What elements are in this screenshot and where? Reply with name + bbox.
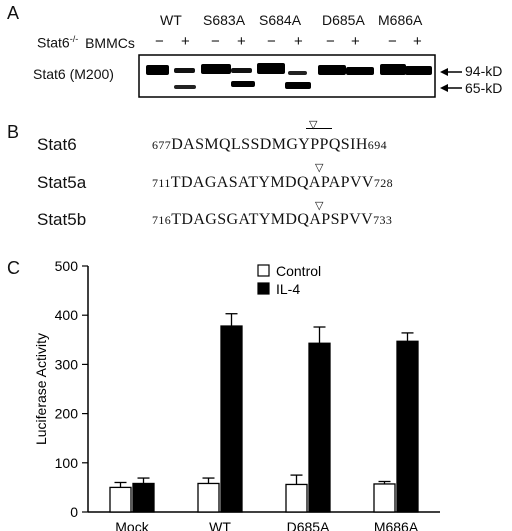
sign-s683a-minus: −	[211, 33, 220, 50]
seq-residues-stat5b: TDAGSGATYMDQAPSPVV	[171, 211, 374, 228]
legend-swatch-il-4	[257, 282, 270, 295]
seq-end-stat5b: 733	[373, 213, 393, 227]
legend-label-control: Control	[276, 263, 321, 279]
blot-band-94-lane3	[201, 64, 231, 74]
x-tick-label-mock: Mock	[115, 519, 149, 531]
marker-65kd: 65-kD	[465, 80, 503, 96]
sign-s684a-plus: +	[294, 33, 303, 50]
seq-stat5b: 716TDAGSGATYMDQAPSPVV733	[152, 211, 392, 229]
genotype-label-sup: -/-	[69, 34, 79, 44]
blot-row-label: Stat6 (M200)	[33, 66, 114, 82]
panel-b-letter: B	[7, 122, 20, 142]
seq-start-stat5b: 716	[152, 213, 172, 227]
sign-wt-plus: +	[181, 33, 190, 50]
blot-band-65-lane4	[231, 81, 255, 87]
seq-start-stat6: 677	[152, 138, 172, 152]
blot-band-65-lane6	[285, 82, 311, 89]
bar-il-4-d685a	[308, 342, 331, 513]
luciferase-bar-chart: 0 100 200 300 400 500 Luciferase Activity Mock W…	[33, 258, 440, 531]
sign-s684a-minus: −	[267, 33, 276, 50]
stat5a-cleavage-marker: ▽	[315, 162, 324, 174]
lane-label-m686a: M686A	[378, 12, 423, 28]
marker-94kd: 94-kD	[465, 63, 503, 79]
sign-d685a-plus: +	[351, 33, 360, 50]
seq-name-stat5b: Stat5b	[37, 210, 87, 229]
y-tick-label-200: 200	[55, 406, 79, 422]
sign-wt-minus: −	[155, 33, 164, 50]
western-blot	[138, 54, 436, 98]
seq-stat6: 677DASMQLSSDMGYPPQSIH694	[152, 136, 387, 154]
bar-il-4-mock	[132, 482, 155, 513]
blot-frame	[138, 54, 436, 98]
blot-band-94-lane10	[405, 66, 432, 75]
bar-control-m686a	[373, 483, 396, 513]
y-tick-label-500: 500	[55, 258, 79, 274]
blot-band-94-lane2	[174, 68, 195, 73]
legend-label-il-4: IL-4	[276, 281, 300, 297]
x-tick-label-d685a: D685A	[287, 519, 330, 531]
legend-swatch-control	[257, 264, 270, 277]
blot-band-94-lane6	[288, 71, 307, 75]
y-tick-label-100: 100	[55, 455, 79, 471]
bar-control-wt	[197, 482, 220, 513]
marker-arrows	[440, 68, 462, 92]
seq-stat5a: 711TDAGASATYMDQAPAPVV728	[152, 174, 393, 192]
blot-band-94-lane1	[146, 65, 169, 75]
blot-band-94-lane8	[346, 67, 374, 75]
stat5b-cleavage-marker: ▽	[315, 200, 324, 212]
genotype-row-label: Stat6-/- BMMCs	[37, 34, 135, 51]
lane-label-wt: WT	[160, 12, 182, 28]
seq-residues-stat6: DASMQLSSDMGYPPQSIH	[171, 136, 368, 153]
genotype-label-main: Stat6	[37, 34, 70, 51]
lane-label-s684a: S684A	[259, 12, 302, 28]
lane-label-d685a: D685A	[322, 12, 365, 28]
blot-band-94-lane5	[257, 63, 285, 74]
x-tick-label-wt: WT	[209, 519, 231, 531]
bar-il-4-m686a	[396, 340, 419, 513]
blot-band-94-lane7	[318, 65, 346, 75]
panel-c-letter: C	[7, 258, 20, 278]
y-tick-label-400: 400	[55, 307, 79, 323]
y-axis-label: Luciferase Activity	[33, 333, 49, 445]
genotype-label-rest: BMMCs	[85, 34, 135, 51]
sign-m686a-plus: +	[413, 33, 422, 50]
stat6-overline	[306, 128, 332, 129]
lane-label-s683a: S683A	[203, 12, 246, 28]
sign-s683a-plus: +	[237, 33, 246, 50]
seq-start-stat5a: 711	[152, 176, 171, 190]
sign-d685a-minus: −	[326, 33, 335, 50]
sign-m686a-minus: −	[388, 33, 397, 50]
blot-band-65-lane2	[174, 85, 196, 89]
bar-il-4-wt	[220, 325, 243, 513]
bar-control-d685a	[285, 483, 308, 513]
blot-band-94-lane4	[231, 68, 252, 73]
y-tick-label-0: 0	[70, 504, 78, 520]
seq-residues-stat5a: TDAGASATYMDQAPAPVV	[170, 174, 374, 191]
x-tick-label-m686a: M686A	[374, 519, 419, 531]
seq-name-stat6: Stat6	[37, 135, 77, 154]
stat6-cleavage-marker: ▽	[309, 119, 318, 131]
panel-a-letter: A	[7, 3, 20, 23]
blot-band-94-lane9	[380, 64, 406, 75]
y-tick-label-300: 300	[55, 356, 79, 372]
bar-control-mock	[109, 486, 132, 513]
seq-name-stat5a: Stat5a	[37, 173, 87, 192]
seq-end-stat5a: 728	[373, 176, 394, 190]
seq-end-stat6: 694	[367, 138, 387, 152]
